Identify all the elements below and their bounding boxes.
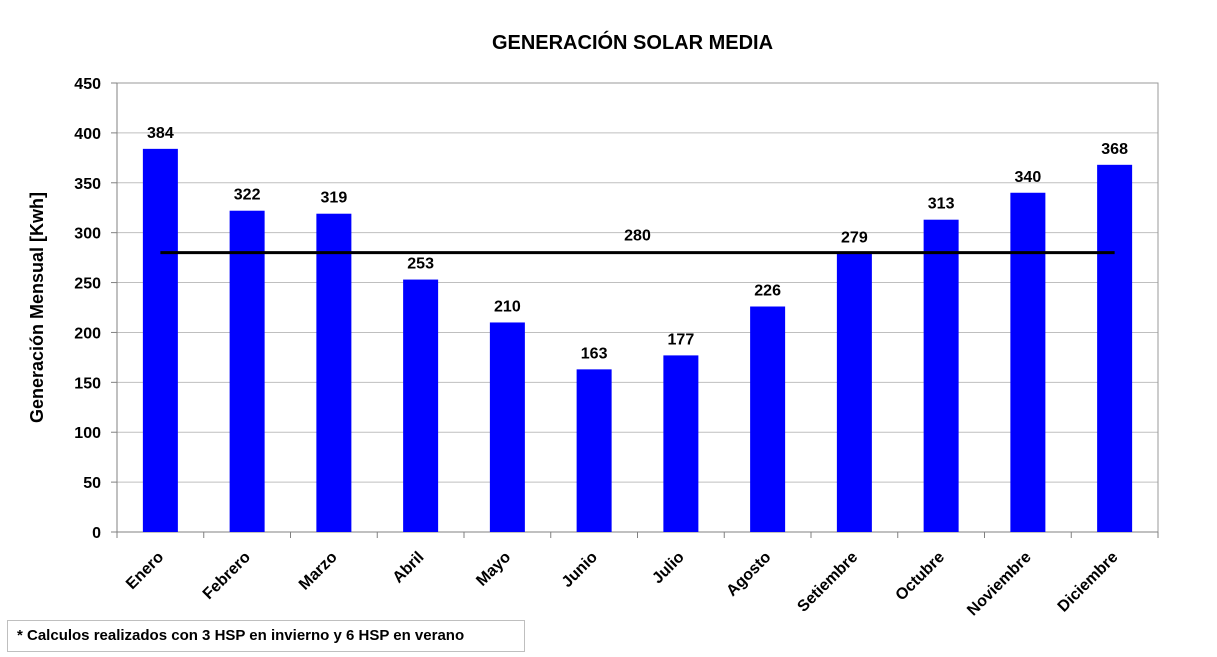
plot-area-border: [116, 82, 1159, 533]
x-tick-label: Enero: [123, 549, 167, 593]
x-tick-label: Febrero: [200, 549, 254, 603]
x-tick-label: Noviembre: [964, 549, 1035, 620]
y-tick-label: 150: [74, 375, 101, 392]
data-label: 322: [234, 187, 261, 204]
bar: [142, 148, 178, 532]
y-tick-label: 450: [74, 76, 101, 93]
x-tick-label: Junio: [559, 549, 601, 591]
bar: [923, 219, 959, 532]
data-label: 340: [1015, 169, 1042, 186]
bar: [403, 279, 439, 532]
average-line-group: 280: [160, 228, 1115, 255]
y-axis-tick-labels: 0 50 100 150 200 250 300 350 400 450: [74, 76, 101, 542]
x-tick-label: Abril: [390, 549, 428, 587]
y-tick-label: 350: [74, 176, 101, 193]
bar: [836, 253, 872, 532]
data-label: 313: [928, 196, 955, 213]
x-tick-label: Agosto: [723, 549, 774, 600]
data-label: 253: [407, 256, 434, 273]
bar: [750, 306, 786, 532]
data-label: 163: [581, 345, 608, 362]
bars: [142, 148, 1133, 532]
bar: [316, 213, 352, 532]
x-tick-label: Octubre: [893, 549, 948, 604]
data-label: 279: [841, 230, 868, 247]
data-label: 177: [668, 331, 695, 348]
data-label: 210: [494, 298, 521, 315]
bar: [576, 369, 612, 532]
y-tick-label: 400: [74, 126, 101, 143]
y-tick-label: 300: [74, 226, 101, 243]
axes: [111, 82, 1159, 538]
data-label: 319: [321, 190, 348, 207]
y-tick-label: 100: [74, 425, 101, 442]
y-tick-label: 200: [74, 325, 101, 342]
bar: [663, 355, 699, 532]
data-label: 368: [1101, 141, 1128, 158]
x-tick-label: Setiembre: [794, 549, 861, 616]
bar: [489, 322, 525, 532]
x-tick-label: Diciembre: [1055, 549, 1122, 616]
x-tick-label: Julio: [649, 549, 688, 588]
x-tick-label: Marzo: [296, 549, 341, 594]
footnote: * Calculos realizados con 3 HSP en invie…: [7, 620, 525, 652]
data-label: 226: [754, 283, 781, 300]
y-axis-title: Generación Mensual [Kwh]: [27, 192, 47, 423]
bar: [1097, 164, 1133, 532]
bar: [229, 210, 265, 532]
x-tick-label: Mayo: [473, 549, 514, 590]
y-tick-label: 250: [74, 276, 101, 293]
x-axis-tick-labels: Enero Febrero Marzo Abril Mayo Junio Julio Agos…: [123, 549, 1121, 620]
y-tick-label: 0: [92, 525, 101, 542]
average-line-label: 280: [624, 228, 651, 245]
bar: [1010, 192, 1046, 532]
chart-title: GENERACIÓN SOLAR MEDIA: [491, 32, 774, 54]
gridlines: [117, 132, 1158, 483]
data-label: 384: [147, 125, 174, 142]
y-tick-label: 50: [83, 475, 101, 492]
data-labels: 384 322 319 253 210 163 177 226 279 313 340 368: [147, 125, 1128, 363]
